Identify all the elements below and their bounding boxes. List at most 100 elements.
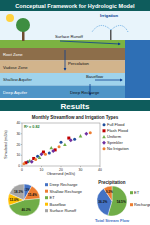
scatter-chart: Monthly Streamflow and Irrigation Types 0… bbox=[4, 115, 129, 176]
process-label: Percolation bbox=[68, 61, 90, 66]
data-label: 15.4% bbox=[28, 193, 37, 197]
arrow bbox=[65, 50, 66, 70]
layer-label: Deep Aquifer bbox=[3, 90, 28, 95]
arrow bbox=[95, 80, 122, 81]
legend-symbol bbox=[103, 147, 106, 150]
pie-chart: 54.5%36.2%9.3%PrecipitationETTotal Strea… bbox=[95, 180, 150, 223]
scatter-point bbox=[69, 138, 73, 142]
legend-symbol bbox=[102, 141, 106, 145]
river bbox=[125, 40, 150, 98]
scatter-point bbox=[48, 152, 51, 155]
legend-swatch bbox=[45, 196, 48, 199]
legend-label: Shallow Recharge bbox=[50, 189, 83, 194]
x-tick-label: 30 bbox=[79, 168, 83, 172]
legend-symbol bbox=[103, 123, 106, 126]
legend-swatch bbox=[45, 209, 48, 212]
scatter-point bbox=[58, 145, 61, 148]
legend-swatch bbox=[130, 203, 133, 206]
y-tick bbox=[21, 144, 22, 145]
annotation: R² = 0.82 bbox=[24, 125, 40, 129]
y-tick-label: 10 bbox=[16, 153, 20, 157]
scatter-point bbox=[79, 134, 83, 137]
marks bbox=[22, 131, 91, 165]
tree-crown bbox=[16, 18, 30, 32]
pie-slice bbox=[9, 198, 40, 216]
y-tick bbox=[21, 133, 22, 134]
section-title: Results bbox=[61, 102, 90, 111]
pie-title: Precipitation bbox=[98, 180, 126, 185]
y-tick-label: 0 bbox=[18, 164, 20, 168]
ground-surface bbox=[0, 40, 125, 48]
data-label: 36.2% bbox=[98, 200, 107, 204]
legend-label: Uniform bbox=[107, 134, 122, 139]
y-axis-label: Simulated (m3/s) bbox=[4, 129, 8, 158]
data-label: 54.5% bbox=[117, 200, 126, 204]
spray bbox=[92, 25, 128, 32]
process-label: Deep Recharge bbox=[70, 90, 100, 95]
legend-symbol bbox=[103, 129, 106, 132]
legend-swatch bbox=[45, 203, 48, 206]
plot-frame bbox=[22, 123, 100, 166]
data-label: 9.3% bbox=[106, 190, 113, 194]
y-tick bbox=[21, 123, 22, 124]
y-tick-label: 30 bbox=[16, 132, 20, 136]
layer bbox=[0, 61, 125, 74]
y-tick-label: 20 bbox=[16, 143, 20, 147]
scatter-point bbox=[89, 131, 92, 134]
layer-label: Root Zone bbox=[3, 52, 23, 57]
legend-swatch bbox=[45, 183, 48, 186]
layer bbox=[0, 86, 125, 99]
legend-label: ET bbox=[50, 195, 56, 200]
pie-slice bbox=[9, 184, 24, 200]
legend-swatch bbox=[45, 190, 48, 193]
x-axis-label: Observed (m3/s) bbox=[47, 172, 76, 176]
legend-label: Sprinkler bbox=[107, 140, 123, 145]
layer-label: Vadose Zone bbox=[3, 65, 28, 70]
results-band bbox=[0, 100, 150, 111]
scatter-point bbox=[84, 132, 88, 136]
y-tick-label: 40 bbox=[16, 121, 20, 125]
sky bbox=[0, 11, 150, 40]
scatter-point bbox=[34, 158, 37, 161]
scatter-point bbox=[73, 138, 76, 141]
y-tick bbox=[21, 166, 22, 167]
legend-swatch bbox=[130, 191, 133, 194]
scatter-point bbox=[67, 137, 70, 140]
pie-slice bbox=[24, 186, 40, 200]
scatter-point bbox=[63, 143, 67, 146]
scatter-point bbox=[40, 152, 44, 156]
header-band bbox=[0, 0, 150, 11]
data-label: 12.0% bbox=[10, 198, 19, 202]
process-label: Baseflow bbox=[86, 74, 104, 79]
sun bbox=[6, 14, 14, 22]
data-label: 46.2% bbox=[22, 208, 31, 212]
scatter-point bbox=[49, 146, 53, 149]
layer bbox=[0, 73, 125, 86]
scatter-point bbox=[51, 149, 55, 153]
x-tick-label: 10 bbox=[40, 168, 44, 172]
scatter-point bbox=[60, 141, 63, 144]
scatter-point bbox=[22, 162, 25, 165]
legend-label: No Irrigation bbox=[107, 146, 129, 151]
scatter-point bbox=[38, 156, 42, 159]
x-tick-label: 40 bbox=[98, 168, 102, 172]
layer bbox=[0, 48, 125, 61]
legend-label: Deep Recharge bbox=[50, 182, 79, 187]
page: Conceptual Framework for Hydrologic Mode… bbox=[0, 0, 150, 225]
legend-symbol bbox=[102, 135, 106, 138]
pie-chart: 8.1%15.4%46.2%12.0%18.3%Deep RechargeSha… bbox=[8, 182, 83, 216]
sprinkler bbox=[110, 30, 112, 40]
legend-label: Full Flood bbox=[107, 122, 125, 127]
arrow bbox=[60, 41, 120, 44]
chart-title: Monthly Streamflow and Irrigation Types bbox=[32, 115, 119, 120]
process-label: Surface Runoff bbox=[55, 34, 84, 39]
diagram: Root Zone Vadose Zone Shallow Aquifer Deep … bbox=[0, 11, 150, 98]
y-tick bbox=[21, 155, 22, 156]
data-label: 18.3% bbox=[14, 190, 23, 194]
legend-label: Baseflow bbox=[50, 202, 66, 207]
category-label: Recharge bbox=[134, 202, 150, 207]
scatter-point bbox=[30, 160, 34, 164]
layer-label: Shallow Aquifer bbox=[3, 77, 32, 82]
title: Conceptual Framework for Hydrologic Mode… bbox=[15, 3, 135, 9]
scatter-point bbox=[44, 153, 47, 156]
